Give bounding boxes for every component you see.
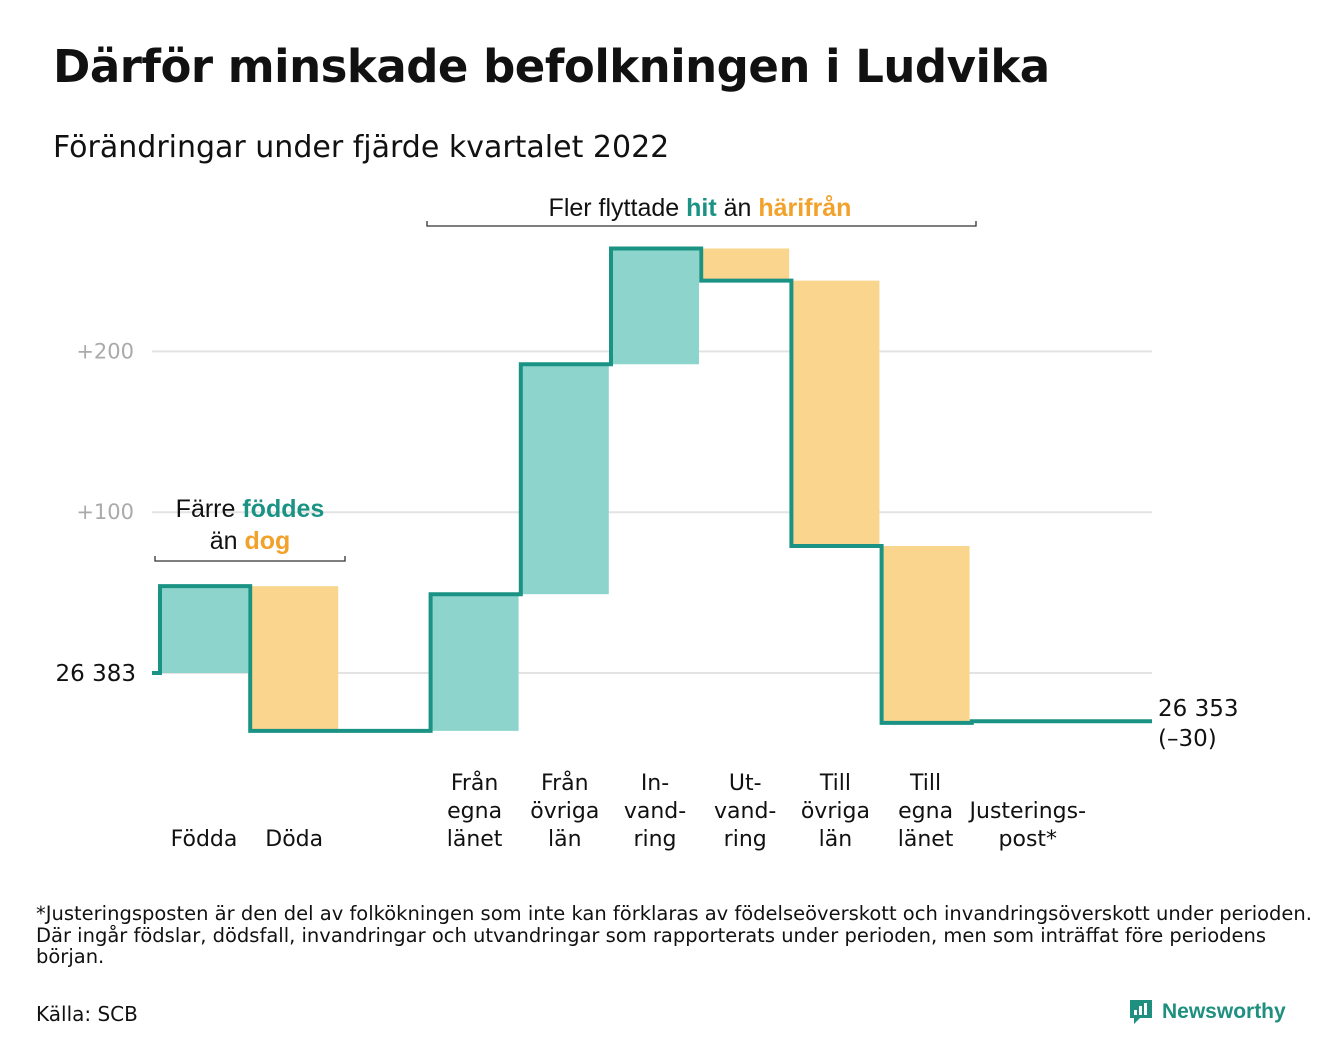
y-tick-label: +100 [76, 500, 134, 524]
annotation-part: föddes [242, 495, 324, 523]
x-tick-label: egna [898, 799, 953, 824]
annotation-part: än [210, 527, 245, 555]
start-value-label: 26 383 [56, 661, 136, 687]
brand-logo[interactable]: Newsworthy [1128, 998, 1286, 1026]
bar-5 [520, 364, 609, 595]
x-tick-label: Från [541, 770, 589, 796]
waterfall-chart: +100 +200 26 383 26 353 (–30) Födda Döda Från eg… [56, 194, 1239, 852]
bar-2 [250, 586, 339, 731]
x-tick-label: län [548, 827, 582, 852]
end-change-label: (–30) [1158, 726, 1217, 752]
annotation-migration-bracket [426, 221, 977, 227]
bar-7 [701, 248, 790, 281]
x-tick-label: Födda [171, 827, 238, 852]
x-tick-label: övriga [801, 799, 870, 824]
newsworthy-logo-icon [1130, 1000, 1152, 1024]
x-tick-label: Justerings- [968, 799, 1087, 824]
x-tick-label: ring [633, 827, 676, 852]
end-value-label: 26 353 [1158, 696, 1238, 722]
bar-9 [881, 545, 970, 723]
annotation-part: härifrån [758, 194, 851, 222]
annotation-migration: Fler flyttade hit än härifrån [549, 194, 852, 222]
bar-4 [430, 594, 519, 731]
x-tick-label: län [819, 827, 853, 852]
annotation-part: Färre [176, 495, 243, 523]
x-tick-label: vand- [624, 799, 686, 824]
x-tick-label: post* [999, 827, 1058, 852]
annotation-births-line1: Färre föddes [176, 495, 325, 523]
source-label: Källa: SCB [36, 1002, 138, 1026]
x-tick-label: Ut- [729, 771, 762, 796]
bar-8 [791, 280, 880, 546]
bar-6 [611, 248, 699, 365]
annotation-part: dog [244, 527, 290, 555]
annotation-part: än [717, 194, 759, 222]
x-tick-label: Till [909, 771, 941, 796]
running-total-line [152, 246, 1152, 733]
bar-1 [160, 586, 248, 673]
annotation-part: hit [686, 194, 717, 222]
chart-title: Därför minskade befolkningen i Ludvika [53, 40, 1050, 93]
x-tick-label: In- [641, 771, 669, 796]
x-tick-label: egna [447, 799, 502, 824]
chart-subtitle: Förändringar under fjärde kvartalet 2022 [53, 130, 670, 165]
footnote: *Justeringsposten är den del av folkökni… [36, 902, 1312, 968]
x-tick-label: vand- [714, 799, 776, 824]
x-tick-label: ring [724, 827, 767, 852]
brand-name: Newsworthy [1162, 1000, 1286, 1023]
x-tick-label: Från [451, 770, 499, 796]
annotation-births-bracket [154, 556, 346, 562]
x-tick-label: Döda [265, 827, 323, 852]
x-tick-label: Till [819, 771, 851, 796]
annotation-part: Fler flyttade [549, 194, 687, 222]
x-tick-label: länet [447, 827, 503, 852]
y-tick-label: +200 [76, 339, 134, 363]
x-tick-label: länet [898, 827, 954, 852]
annotation-births-line2: än dog [210, 527, 291, 555]
x-tick-label: övriga [530, 799, 599, 824]
